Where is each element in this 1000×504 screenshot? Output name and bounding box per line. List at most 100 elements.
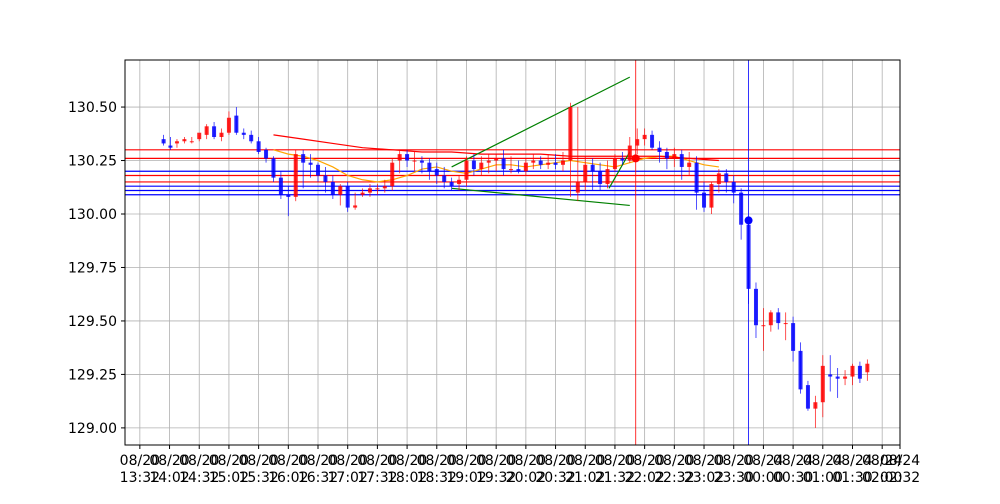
candle-body bbox=[286, 194, 291, 197]
candle-body bbox=[835, 376, 840, 379]
candle-body bbox=[360, 192, 365, 195]
y-tick-label: 129.75 bbox=[68, 260, 117, 276]
candle-body bbox=[761, 325, 766, 327]
candle-body bbox=[189, 141, 194, 143]
candle-body bbox=[264, 149, 269, 159]
x-tick-date-label: 08/24 bbox=[803, 453, 843, 469]
candle-body bbox=[316, 164, 321, 176]
x-tick-time-label: 01:00 bbox=[803, 470, 843, 486]
candle-body bbox=[627, 145, 632, 161]
x-tick-date-label: 08/20 bbox=[120, 453, 160, 469]
x-tick-date-label: 08/20 bbox=[684, 453, 724, 469]
candle-body bbox=[694, 162, 699, 193]
x-tick-date-label: 08/20 bbox=[387, 453, 427, 469]
candle-body bbox=[412, 160, 417, 162]
candle-body bbox=[442, 175, 447, 182]
candle-body bbox=[182, 139, 187, 142]
x-tick-date-label: 08/20 bbox=[328, 453, 368, 469]
candle-body bbox=[538, 160, 543, 165]
candle-body bbox=[197, 132, 202, 140]
candle-body bbox=[560, 160, 565, 165]
candle-body bbox=[367, 188, 372, 193]
x-tick-time-label: 02:32 bbox=[880, 470, 920, 486]
x-tick-date-label: 08/20 bbox=[506, 453, 546, 469]
x-tick-date-label: 08/20 bbox=[149, 453, 189, 469]
x-tick-time-label: 01:30 bbox=[832, 470, 872, 486]
y-tick-label: 130.00 bbox=[68, 207, 117, 223]
x-tick-date-label: 08/24 bbox=[743, 453, 783, 469]
x-tick-time-label: 16:32 bbox=[298, 470, 338, 486]
x-tick-date-label: 08/20 bbox=[624, 453, 664, 469]
candle-body bbox=[390, 162, 395, 187]
candle-body bbox=[687, 162, 692, 167]
candle-body bbox=[575, 181, 580, 193]
candle-body bbox=[865, 363, 870, 373]
x-tick-date-label: 08/24 bbox=[862, 453, 902, 469]
candle-body bbox=[620, 158, 625, 161]
candle-body bbox=[419, 160, 424, 163]
x-tick-date-label: 08/20 bbox=[595, 453, 635, 469]
x-tick-time-label: 14:32 bbox=[179, 470, 219, 486]
candle-body bbox=[783, 323, 788, 325]
x-tick-date-label: 08/24 bbox=[832, 453, 872, 469]
candle-body bbox=[739, 192, 744, 225]
x-tick-time-label: 18:32 bbox=[417, 470, 457, 486]
candle-body bbox=[212, 126, 217, 137]
x-tick-time-label: 15:32 bbox=[238, 470, 278, 486]
y-tick-label: 130.50 bbox=[68, 100, 117, 116]
x-axis: 08/2013:3208/2014:0208/2014:3208/2015:02… bbox=[120, 445, 920, 486]
candle-body bbox=[271, 158, 276, 178]
candle-body bbox=[219, 132, 224, 137]
candle-body bbox=[330, 181, 335, 195]
candle-body bbox=[353, 205, 358, 208]
x-tick-time-label: 15:02 bbox=[209, 470, 249, 486]
x-tick-time-label: 19:32 bbox=[476, 470, 516, 486]
candle-body bbox=[405, 154, 410, 161]
y-tick-label: 130.25 bbox=[68, 154, 117, 170]
candle-body bbox=[457, 179, 462, 185]
x-tick-time-label: 20:02 bbox=[506, 470, 546, 486]
x-tick-time-label: 00:00 bbox=[743, 470, 783, 486]
candle-body bbox=[709, 184, 714, 208]
x-tick-time-label: 16:02 bbox=[268, 470, 308, 486]
x-tick-date-label: 08/20 bbox=[476, 453, 516, 469]
x-tick-date-label: 08/24 bbox=[880, 453, 920, 469]
candle-body bbox=[857, 365, 862, 379]
candle-body bbox=[531, 160, 536, 163]
candle-body bbox=[434, 169, 439, 176]
candle-body bbox=[605, 169, 610, 185]
x-tick-date-label: 08/20 bbox=[209, 453, 249, 469]
candle-body bbox=[449, 181, 454, 187]
trendline bbox=[451, 187, 630, 207]
candle-body bbox=[724, 173, 729, 182]
candle-body bbox=[650, 134, 655, 148]
candle-body bbox=[249, 134, 254, 142]
candle-body bbox=[479, 162, 484, 170]
candle-body bbox=[553, 162, 558, 165]
x-tick-time-label: 00:30 bbox=[773, 470, 813, 486]
candle-body bbox=[293, 154, 298, 197]
candle-body bbox=[657, 147, 662, 152]
candle-body bbox=[382, 186, 387, 189]
candle-body bbox=[464, 160, 469, 180]
candle-body bbox=[174, 141, 179, 144]
candle-body bbox=[664, 151, 669, 159]
x-tick-time-label: 23:30 bbox=[714, 470, 754, 486]
candle-body bbox=[471, 160, 476, 170]
candle-body bbox=[590, 164, 595, 172]
candle-body bbox=[568, 107, 573, 161]
x-tick-date-label: 08/20 bbox=[535, 453, 575, 469]
point-marker bbox=[744, 216, 753, 225]
candle-body bbox=[234, 115, 239, 133]
x-tick-time-label: 21:32 bbox=[595, 470, 635, 486]
candle-body bbox=[338, 186, 343, 195]
candle-body bbox=[168, 145, 173, 148]
candle-body bbox=[635, 139, 640, 146]
candle-body bbox=[583, 164, 588, 182]
y-tick-label: 129.50 bbox=[68, 314, 117, 330]
candle-body bbox=[494, 158, 499, 161]
candle-body bbox=[753, 288, 758, 326]
x-tick-date-label: 08/20 bbox=[179, 453, 219, 469]
x-tick-time-label: 17:32 bbox=[357, 470, 397, 486]
